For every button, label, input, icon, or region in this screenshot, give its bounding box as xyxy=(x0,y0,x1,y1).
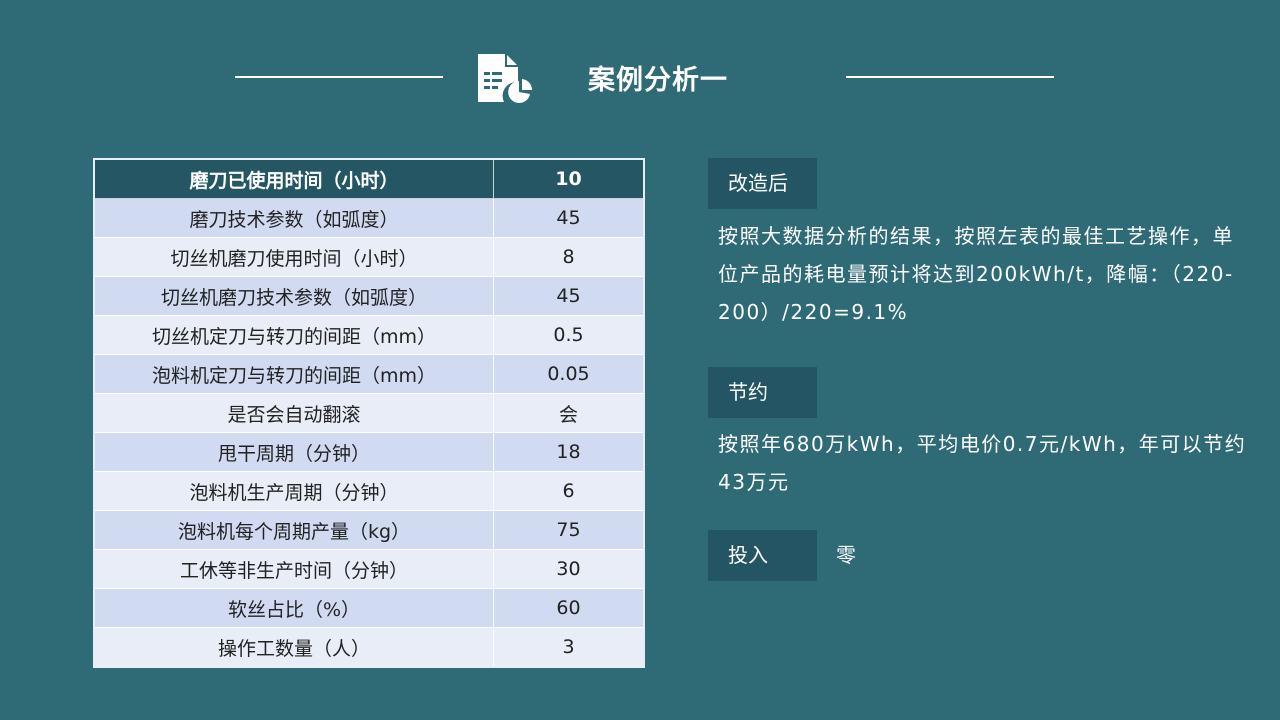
after-tag: 改造后 xyxy=(708,158,817,209)
table-row: 操作工数量（人） 3 xyxy=(93,627,645,668)
table-row: 泡料机生产周期（分钟） 6 xyxy=(93,471,645,511)
table-cell-value: 45 xyxy=(493,276,645,316)
table-cell-label: 切丝机定刀与转刀的间距（mm） xyxy=(93,315,494,355)
table-cell-value: 8 xyxy=(493,237,645,277)
table-row: 泡料机定刀与转刀的间距（mm） 0.05 xyxy=(93,354,645,394)
after-text: 按照大数据分析的结果，按照左表的最佳工艺操作，单位产品的耗电量预计将达到200k… xyxy=(718,224,1234,324)
table-cell-value: 75 xyxy=(493,510,645,550)
table-cell-value: 60 xyxy=(493,588,645,628)
table-cell-label: 泡料机每个周期产量（kg） xyxy=(93,510,494,550)
table-row: 是否会自动翻滚会 xyxy=(93,393,645,433)
table-row: 切丝机磨刀技术参数（如弧度） 45 xyxy=(93,276,645,316)
table-cell-label: 切丝机磨刀技术参数（如弧度） xyxy=(93,276,494,316)
table-row: 切丝机定刀与转刀的间距（mm） 0.5 xyxy=(93,315,645,355)
table-row: 工休等非生产时间（分钟） 30 xyxy=(93,549,645,589)
table-row: 磨刀技术参数（如弧度） 45 xyxy=(93,198,645,238)
saving-tag: 节约 xyxy=(708,367,817,418)
table-cell-label: 操作工数量（人） xyxy=(93,627,494,668)
table-cell-label: 磨刀技术参数（如弧度） xyxy=(93,198,494,238)
page-title: 案例分析一 xyxy=(588,65,728,96)
table-cell-label: 泡料机生产周期（分钟） xyxy=(93,471,494,511)
table-cell-label: 泡料机定刀与转刀的间距（mm） xyxy=(93,354,494,394)
table-row: 泡料机每个周期产量（kg） 75 xyxy=(93,510,645,550)
parameter-table: 磨刀已使用时间（小时） 10 磨刀技术参数（如弧度） 45 切丝机磨刀使用时间（小时… xyxy=(93,158,645,668)
table-row: 软丝占比（%） 60 xyxy=(93,588,645,628)
table-cell-value: 10 xyxy=(493,158,645,199)
table-cell-value: 18 xyxy=(493,432,645,472)
table-cell-value: 30 xyxy=(493,549,645,589)
table-cell-label: 甩干周期（分钟） xyxy=(93,432,494,472)
table-row: 甩干周期（分钟） 18 xyxy=(93,432,645,472)
investment-tag: 投入 xyxy=(708,530,817,581)
table-cell-value: 3 xyxy=(493,627,645,668)
table-cell-value: 会 xyxy=(493,393,645,433)
table-row: 切丝机磨刀使用时间（小时） 8 xyxy=(93,237,645,277)
table-header-row: 磨刀已使用时间（小时） 10 xyxy=(93,158,645,199)
table-cell-value: 0.05 xyxy=(493,354,645,394)
table-cell-label: 磨刀已使用时间（小时） xyxy=(93,158,494,199)
document-chart-icon xyxy=(476,52,533,110)
table-cell-label: 软丝占比（%） xyxy=(93,588,494,628)
table-cell-value: 0.5 xyxy=(493,315,645,355)
title-divider-right xyxy=(846,76,1054,78)
saving-text: 按照年680万kWh，平均电价0.7元/kWh，年可以节约43万元 xyxy=(718,432,1247,494)
title-divider-left xyxy=(235,76,443,78)
table-cell-value: 6 xyxy=(493,471,645,511)
investment-text: 零 xyxy=(836,543,858,567)
table-cell-value: 45 xyxy=(493,198,645,238)
table-cell-label: 是否会自动翻滚 xyxy=(93,393,494,433)
table-cell-label: 切丝机磨刀使用时间（小时） xyxy=(93,237,494,277)
table-cell-label: 工休等非生产时间（分钟） xyxy=(93,549,494,589)
